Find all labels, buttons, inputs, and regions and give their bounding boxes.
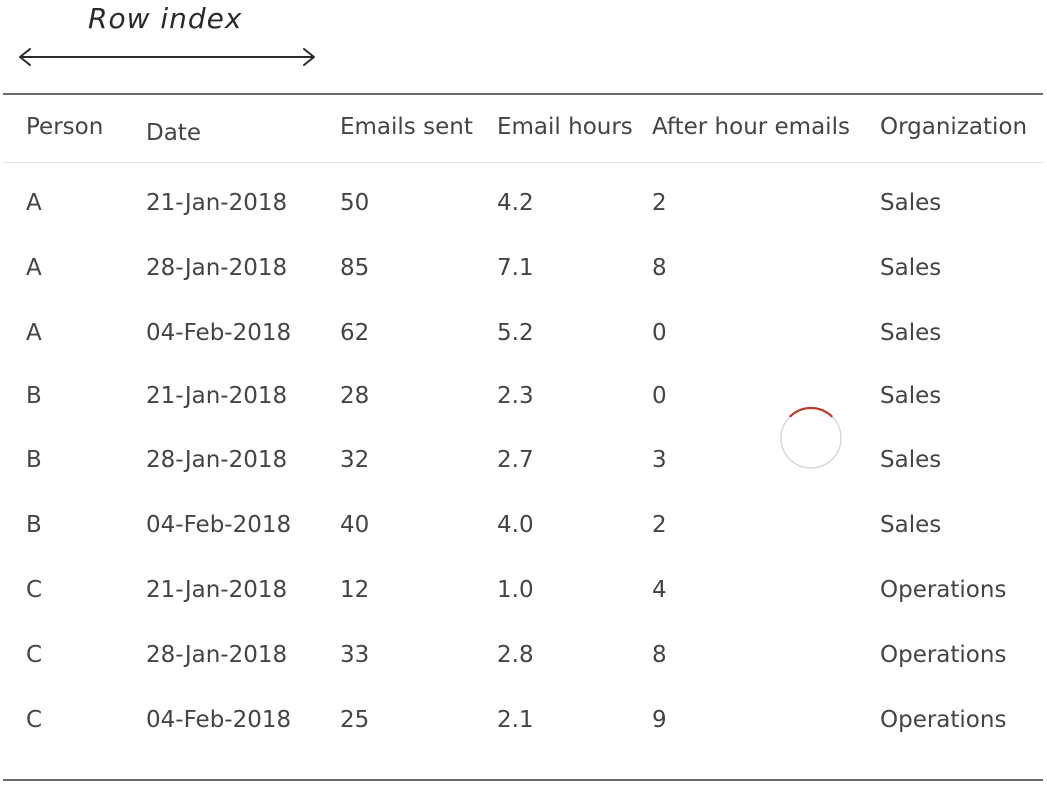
cell-person: A [26,190,42,216]
cell-emails-sent: 85 [340,255,370,281]
cell-after-hour-emails: 8 [652,255,667,281]
cell-emails-sent: 25 [340,707,370,733]
cell-organization: Sales [880,320,942,346]
table-top-rule [3,93,1043,95]
cell-date: 04-Feb-2018 [146,707,292,733]
cell-email-hours: 1.0 [497,577,534,603]
cell-organization: Sales [880,255,942,281]
cell-email-hours: 7.1 [497,255,534,281]
row-index-label: Row index [88,2,243,35]
cell-email-hours: 2.7 [497,447,534,473]
cell-person: C [26,642,43,668]
cell-email-hours: 4.2 [497,190,534,216]
cell-emails-sent: 28 [340,383,370,409]
cell-person: C [26,577,43,603]
cell-organization: Operations [880,642,1007,668]
cell-organization: Sales [880,383,942,409]
cell-after-hour-emails: 3 [652,447,667,473]
cell-date: 04-Feb-2018 [146,320,292,346]
cell-after-hour-emails: 8 [652,642,667,668]
cell-person: A [26,255,42,281]
table-bottom-rule [3,779,1043,781]
cell-date: 21-Jan-2018 [146,577,288,603]
cell-date: 28-Jan-2018 [146,447,288,473]
header-email-hours: Email hours [497,114,633,140]
cell-email-hours: 4.0 [497,512,534,538]
cell-after-hour-emails: 4 [652,577,667,603]
cell-person: B [26,447,42,473]
cell-emails-sent: 40 [340,512,370,538]
cell-email-hours: 2.3 [497,383,534,409]
double-arrow-icon [19,48,315,66]
cell-person: B [26,512,42,538]
cell-email-hours: 2.8 [497,642,534,668]
cell-date: 04-Feb-2018 [146,512,292,538]
cell-after-hour-emails: 2 [652,190,667,216]
header-separator [3,162,1043,163]
header-after-hour-emails: After hour emails [652,114,850,140]
cell-organization: Sales [880,447,942,473]
cell-emails-sent: 33 [340,642,370,668]
cell-emails-sent: 50 [340,190,370,216]
cell-after-hour-emails: 9 [652,707,667,733]
cell-emails-sent: 32 [340,447,370,473]
cell-email-hours: 5.2 [497,320,534,346]
cell-organization: Sales [880,512,942,538]
cell-date: 21-Jan-2018 [146,190,288,216]
header-emails-sent: Emails sent [340,114,473,140]
loading-spinner-icon [780,407,842,469]
cell-organization: Sales [880,190,942,216]
header-person: Person [26,114,104,140]
cell-date: 21-Jan-2018 [146,383,288,409]
header-date: Date [146,120,201,146]
cell-person: B [26,383,42,409]
cell-date: 28-Jan-2018 [146,642,288,668]
cell-emails-sent: 62 [340,320,370,346]
cell-person: A [26,320,42,346]
cell-date: 28-Jan-2018 [146,255,288,281]
cell-organization: Operations [880,577,1007,603]
cell-organization: Operations [880,707,1007,733]
cell-person: C [26,707,43,733]
cell-after-hour-emails: 2 [652,512,667,538]
cell-after-hour-emails: 0 [652,383,667,409]
cell-after-hour-emails: 0 [652,320,667,346]
header-organization: Organization [880,114,1028,140]
cell-email-hours: 2.1 [497,707,534,733]
cell-emails-sent: 12 [340,577,370,603]
